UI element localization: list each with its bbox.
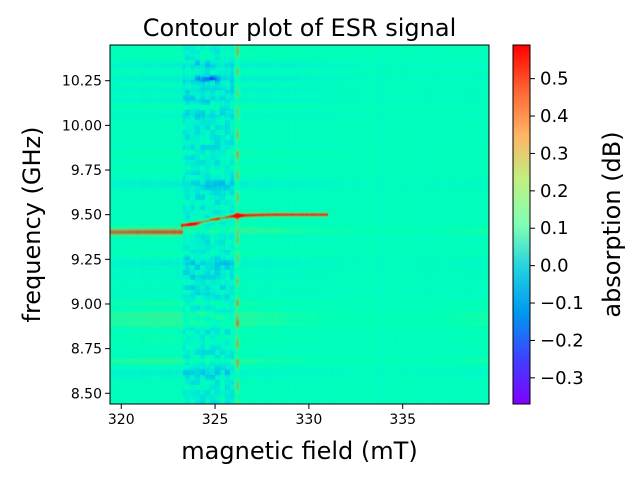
chart-title: Contour plot of ESR signal bbox=[143, 14, 457, 42]
y-tick-label: 9.75 bbox=[71, 163, 102, 179]
plot-frame bbox=[109, 44, 490, 405]
y-tick-label: 9.50 bbox=[71, 208, 102, 224]
x-tick-label: 325 bbox=[202, 412, 229, 428]
y-tick-label: 10.25 bbox=[62, 74, 102, 90]
colorbar-tick-label: 0.0 bbox=[540, 256, 569, 277]
heatmap-canvas bbox=[110, 45, 489, 404]
x-axis-ticks: 320 325 330 335 bbox=[108, 404, 416, 428]
y-axis-label: frequency (GHz) bbox=[18, 127, 46, 323]
y-tick-label: 9.25 bbox=[71, 252, 102, 268]
x-tick-label: 320 bbox=[108, 412, 135, 428]
x-tick-label: 335 bbox=[389, 412, 416, 428]
colorbar-ticks: −0.3 −0.2 −0.1 0.0 0.1 0.2 0.3 0.4 0.5 bbox=[530, 69, 584, 389]
y-tick-label: 8.75 bbox=[71, 342, 102, 358]
colorbar-tick-label: 0.2 bbox=[540, 181, 569, 202]
colorbar-tick-label: −0.1 bbox=[540, 293, 584, 314]
colorbar-tick-label: 0.1 bbox=[540, 218, 569, 239]
colorbar-tick-label: −0.3 bbox=[540, 368, 584, 389]
y-axis-ticks: 8.50 8.75 9.00 9.25 9.50 9.75 10.00 10.25 bbox=[62, 74, 110, 402]
colorbar-tick-label: 0.3 bbox=[540, 143, 569, 164]
y-tick-label: 9.00 bbox=[71, 297, 102, 313]
heatmap-area bbox=[110, 45, 489, 404]
colorbar-tick-label: −0.2 bbox=[540, 330, 584, 351]
colorbar bbox=[512, 44, 531, 405]
colorbar-tick-label: 0.4 bbox=[540, 106, 569, 127]
x-axis-label: magnetic field (mT) bbox=[181, 437, 417, 465]
x-tick-label: 330 bbox=[296, 412, 323, 428]
colorbar-label: absorption (dB) bbox=[598, 131, 626, 317]
y-tick-label: 8.50 bbox=[71, 386, 102, 402]
colorbar-tick-label: 0.5 bbox=[540, 69, 569, 90]
y-tick-label: 10.00 bbox=[62, 118, 102, 134]
